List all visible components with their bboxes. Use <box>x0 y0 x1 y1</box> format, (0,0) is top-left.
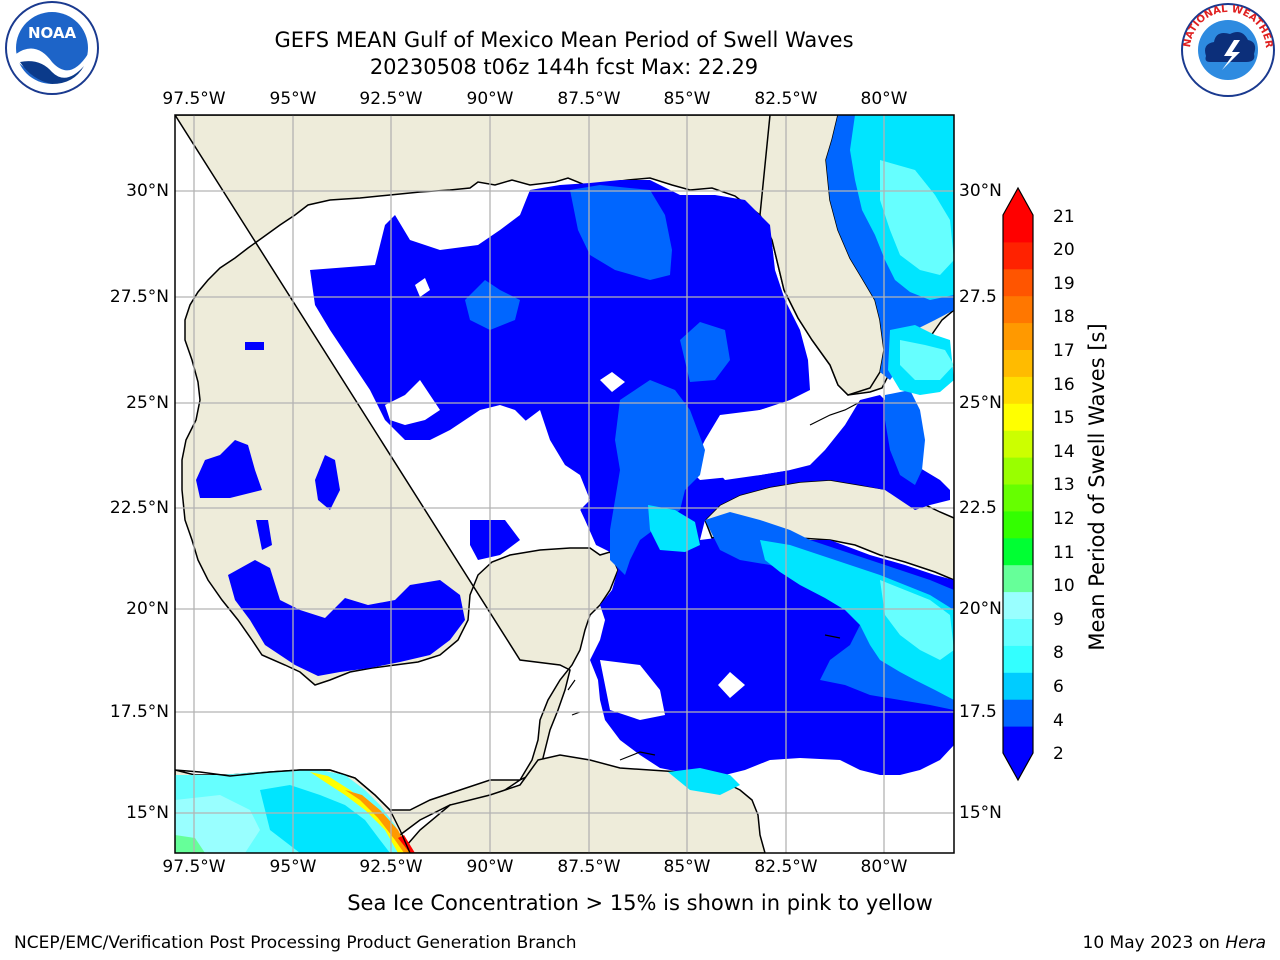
lat-label-left: 30°N <box>126 181 169 201</box>
colorbar-tick: 15 <box>1053 408 1075 428</box>
lon-label-top: 87.5°W <box>557 89 621 109</box>
swell-patch-west-5 <box>245 342 264 350</box>
lon-label-bottom: 80°W <box>860 857 908 877</box>
lat-label-right: 25°N <box>959 393 1002 413</box>
colorbar-segment <box>1003 268 1033 297</box>
colorbar-tick: 11 <box>1053 543 1075 563</box>
footer-date-text: 10 May 2023 on <box>1082 933 1226 953</box>
footer-credit: NCEP/EMC/Verification Post Processing Pr… <box>14 933 577 953</box>
lon-label-top: 92.5°W <box>359 89 423 109</box>
colorbar-segment <box>1003 510 1033 539</box>
land-central-america <box>399 754 766 853</box>
colorbar-extend-low <box>1003 753 1033 780</box>
nws-logo: NATIONAL WEATHER SERVICE <box>1176 0 1275 97</box>
colorbar-segment <box>1003 322 1033 350</box>
lat-label-right: 20°N <box>959 599 1002 619</box>
colorbar-tick: 10 <box>1053 576 1075 596</box>
colorbar-tick: 18 <box>1053 307 1075 327</box>
colorbar-tick: 4 <box>1053 711 1064 731</box>
lat-label-right: 27.5 <box>959 287 997 307</box>
colorbar-tick: 12 <box>1053 509 1075 529</box>
lat-label-left: 20°N <box>126 599 169 619</box>
lat-label-left: 17.5°N <box>109 702 169 722</box>
swell-patch-west-6 <box>470 520 520 560</box>
colorbar-segment <box>1003 295 1033 324</box>
noaa-logo: NOAA <box>5 1 99 95</box>
lon-label-bottom: 97.5°W <box>162 857 226 877</box>
lon-label-top: 97.5°W <box>162 89 226 109</box>
colorbar-segment <box>1003 349 1033 377</box>
colorbar-segment <box>1003 699 1033 727</box>
colorbar-segment <box>1003 618 1033 646</box>
lat-label-right: 15°N <box>959 803 1002 823</box>
colorbar-segment <box>1003 457 1033 485</box>
lon-label-top: 90°W <box>466 89 514 109</box>
footer-host: Hera <box>1225 933 1266 953</box>
lat-label-left: 25°N <box>126 393 169 413</box>
colorbar-tick: 20 <box>1053 240 1075 260</box>
swell-patch-west-3 <box>315 455 340 510</box>
lon-label-bottom: 82.5°W <box>754 857 818 877</box>
colorbar-segment <box>1003 484 1033 512</box>
title-line-1: GEFS MEAN Gulf of Mexico Mean Period of … <box>274 28 854 52</box>
swell-field-4-6s <box>570 185 672 280</box>
colorbar-extend-high <box>1003 188 1033 215</box>
lat-label-left: 15°N <box>126 803 169 823</box>
lat-label-left: 22.5°N <box>109 498 169 518</box>
colorbar-outline <box>1002 186 1034 782</box>
lon-label-bottom: 95°W <box>269 857 317 877</box>
lon-label-top: 82.5°W <box>754 89 818 109</box>
colorbar-segment <box>1003 645 1033 673</box>
colorbar-tick: 21 <box>1053 207 1075 227</box>
svg-text:NOAA: NOAA <box>28 24 77 42</box>
lat-label-right: 17.5 <box>959 702 997 722</box>
colorbar-segment <box>1003 241 1033 270</box>
swell-field-8-9s <box>880 160 954 275</box>
colorbar-segment <box>1003 403 1033 431</box>
colorbar-tick: 2 <box>1053 744 1064 764</box>
swell-patch-west-1 <box>196 440 262 498</box>
lat-label-right: 22.5 <box>959 498 997 518</box>
colorbar-segment <box>1003 537 1033 566</box>
colorbar-tick: 6 <box>1053 677 1064 697</box>
colorbar-segment <box>1003 376 1033 404</box>
swell-patch-west-2 <box>228 560 465 676</box>
lon-label-top: 85°W <box>663 89 711 109</box>
lon-label-top: 95°W <box>269 89 317 109</box>
lon-label-bottom: 90°W <box>466 857 514 877</box>
colorbar-segment <box>1003 564 1033 593</box>
colorbar-tick: 8 <box>1053 643 1064 663</box>
colorbar-tick: 9 <box>1053 610 1064 630</box>
colorbar-tick: 14 <box>1053 442 1075 462</box>
colorbar-segment <box>1003 215 1033 243</box>
lon-label-top: 80°W <box>860 89 908 109</box>
graticule <box>175 115 954 853</box>
colorbar-segment <box>1003 726 1033 754</box>
map-frame <box>174 114 955 854</box>
lat-label-left: 27.5°N <box>109 287 169 307</box>
title-line-2: 20230508 t06z 144h fcst Max: 22.29 <box>369 55 759 79</box>
lon-label-bottom: 92.5°W <box>359 857 423 877</box>
lat-label-right: 30°N <box>959 181 1002 201</box>
colorbar-label: Mean Period of Swell Waves [s] <box>1085 323 1109 651</box>
lon-label-bottom: 85°W <box>663 857 711 877</box>
colorbar-segment <box>1003 591 1033 619</box>
swell-patch-west-4 <box>256 520 272 550</box>
colorbar-tick: 17 <box>1053 341 1075 361</box>
ice-note: Sea Ice Concentration > 15% is shown in … <box>347 891 933 915</box>
colorbar-segment <box>1003 672 1033 700</box>
colorbar-tick: 13 <box>1053 475 1075 495</box>
colorbar-tick: 19 <box>1053 274 1075 294</box>
colorbar-tick: 16 <box>1053 375 1075 395</box>
colorbar-segment <box>1003 430 1033 458</box>
footer-date: 10 May 2023 on Hera <box>1083 933 1267 953</box>
lon-label-bottom: 87.5°W <box>557 857 621 877</box>
